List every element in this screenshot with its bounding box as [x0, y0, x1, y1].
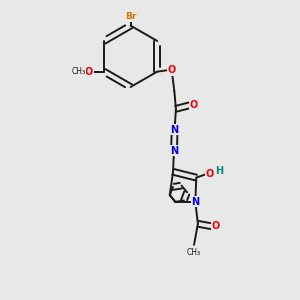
Text: H: H: [215, 166, 223, 176]
Text: N: N: [170, 146, 178, 156]
Text: O: O: [168, 65, 176, 75]
Text: O: O: [85, 67, 93, 77]
Text: O: O: [212, 221, 220, 231]
Text: CH₃: CH₃: [72, 67, 86, 76]
Text: Br: Br: [125, 12, 136, 21]
Text: N: N: [171, 125, 179, 135]
Text: CH₃: CH₃: [187, 248, 201, 257]
Text: O: O: [206, 169, 214, 179]
Text: O: O: [190, 100, 198, 110]
Text: N: N: [191, 197, 200, 207]
